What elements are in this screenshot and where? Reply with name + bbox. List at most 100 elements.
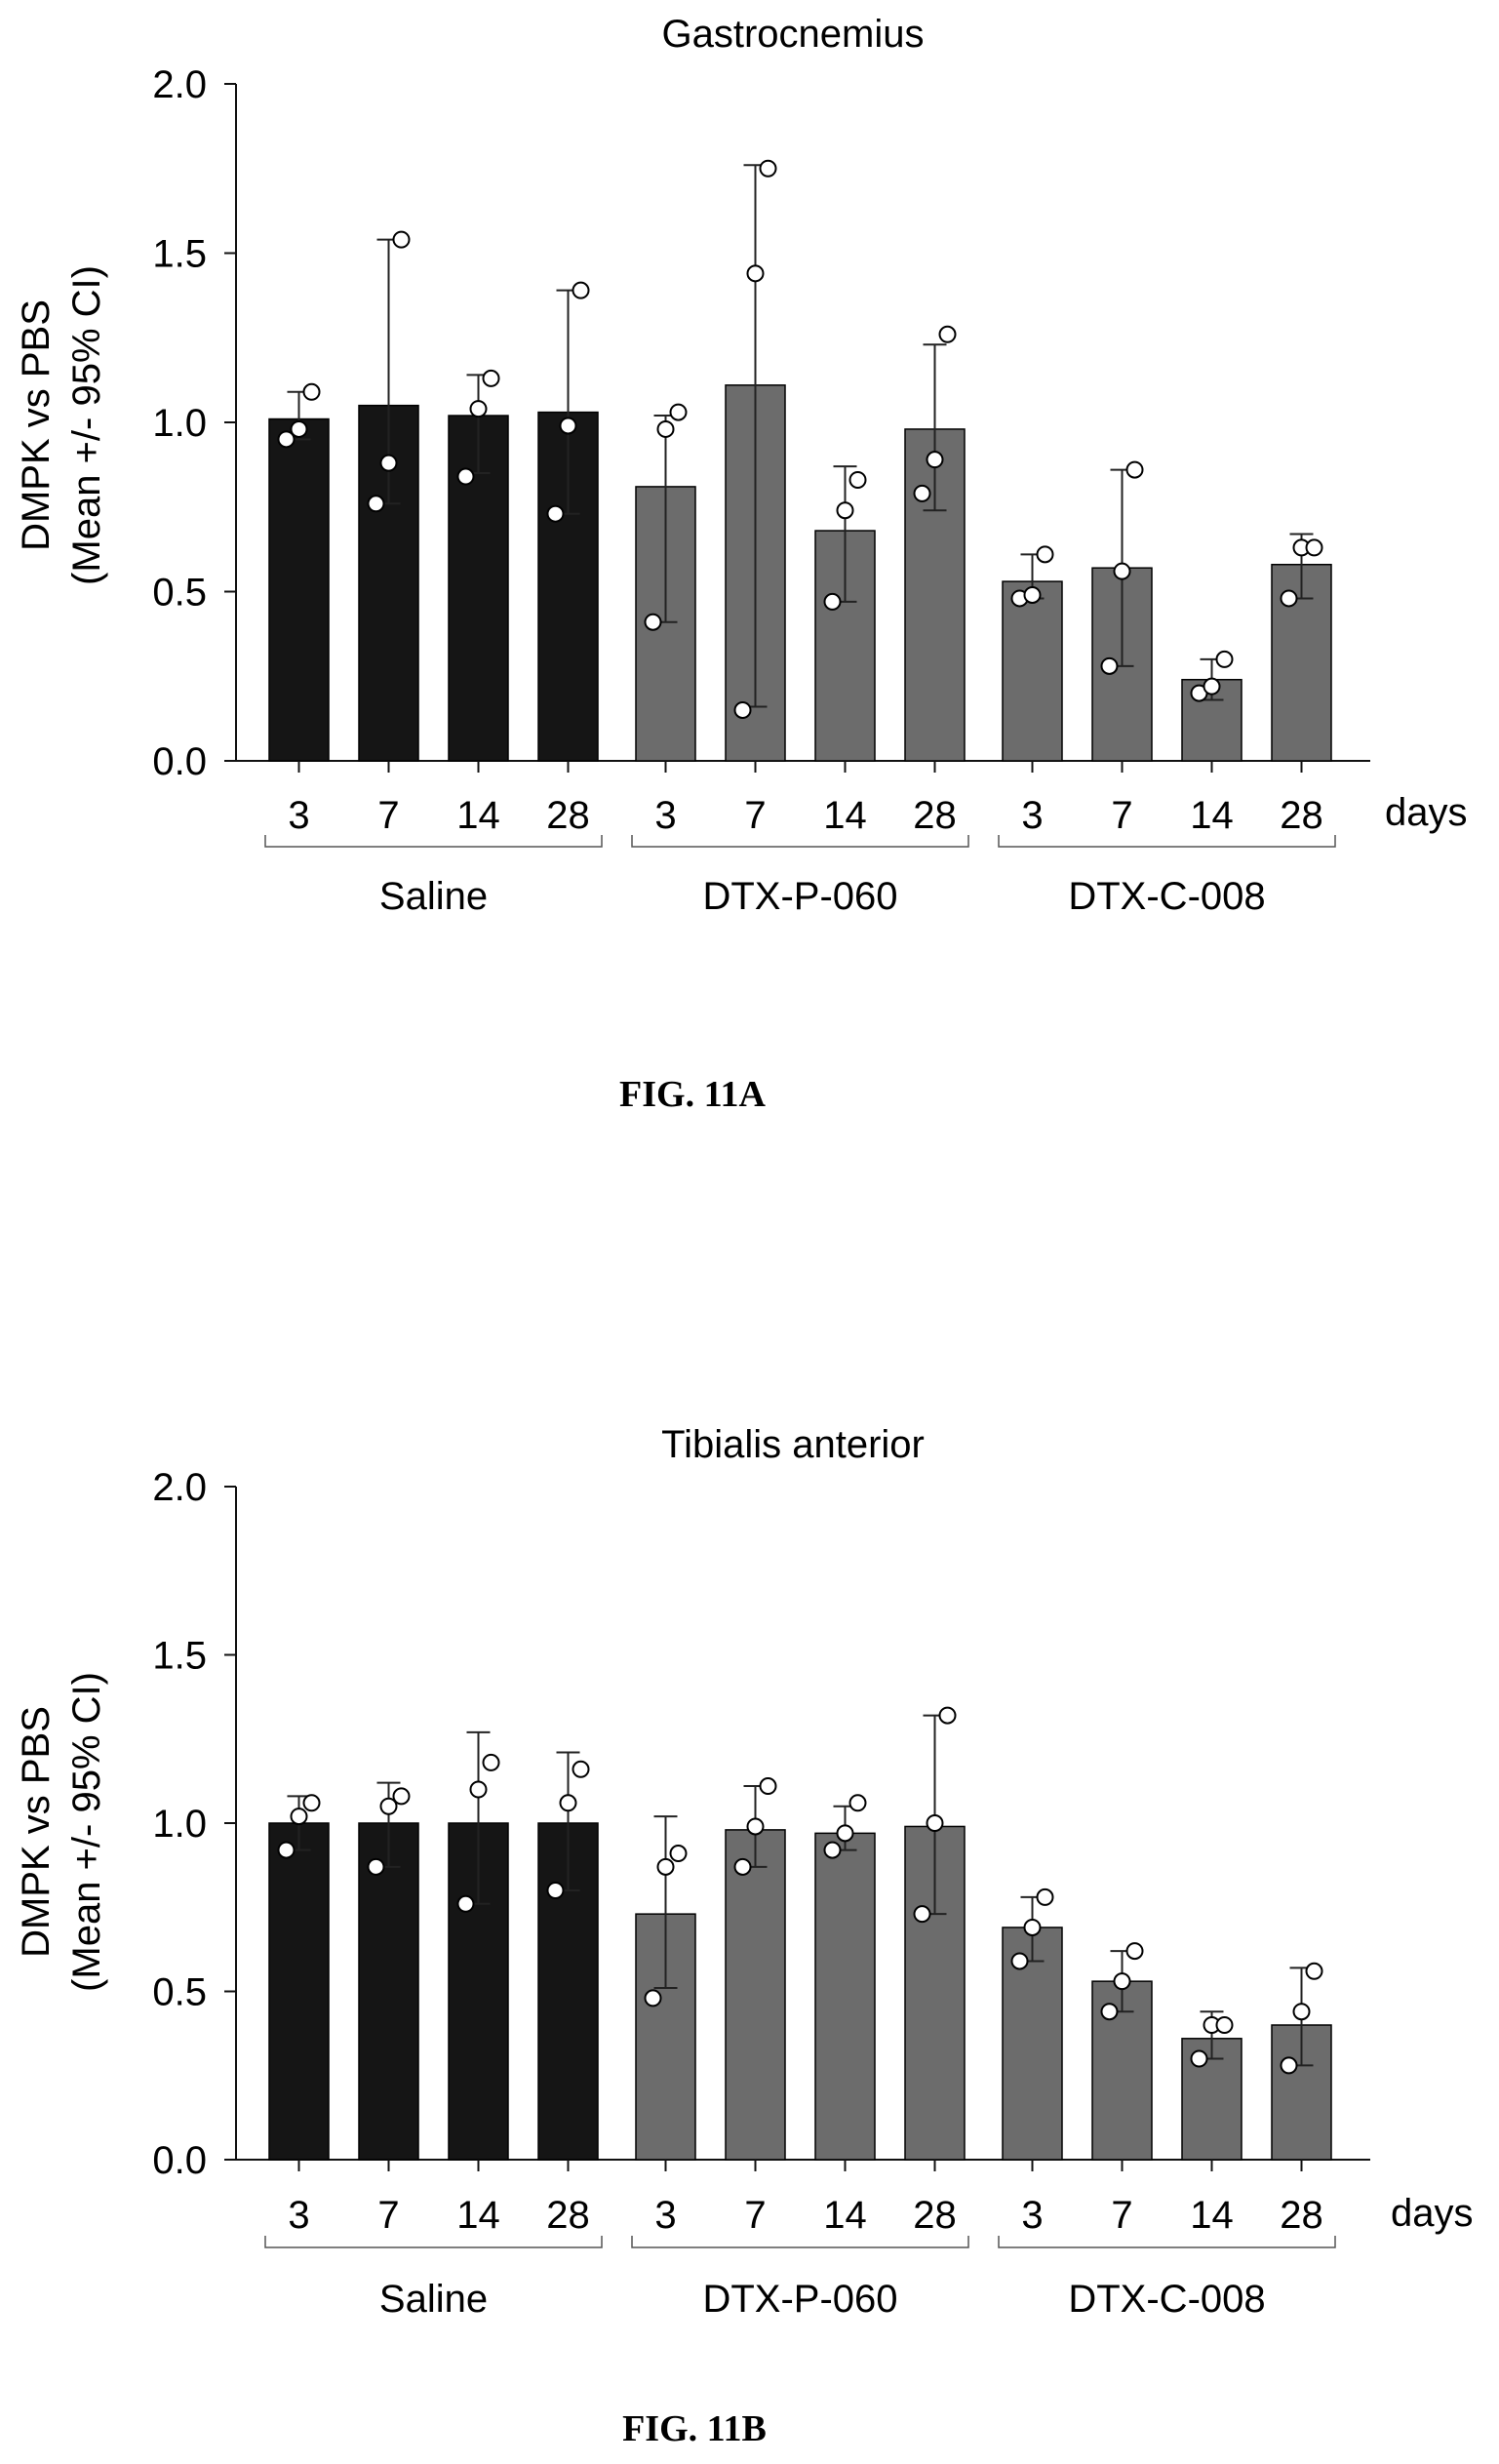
data-point [1215,2016,1234,2034]
bar [814,1832,876,2161]
data-point [1023,1918,1042,1936]
data-point [759,1777,777,1796]
y-axis-label-line2: (Mean +/- 95% CI) [65,265,108,585]
data-point [1292,2003,1311,2021]
x-tick-label: 7 [1111,2194,1132,2237]
data-point [277,430,296,449]
x-tick-label: 28 [913,794,957,837]
x-tick-label: 14 [456,794,500,837]
group-label: DTX-C-008 [1068,875,1265,918]
x-tick-label: 3 [288,2194,309,2237]
data-point [1305,1962,1323,1980]
data-point [644,1989,662,2007]
data-point [546,504,565,523]
y-tick-label: 1.5 [152,233,207,276]
x-tick-label: 3 [654,2194,676,2237]
plot-area: 0.0 0.5 1.0 1.5 2.0 3 7 14 28 3 7 14 28 3 7 14 28 Saline D… [152,63,1370,918]
chart-title: Gastrocnemius [662,13,925,56]
data-point [848,1794,867,1812]
data-point [572,1760,590,1778]
x-tick-label: 3 [1021,2194,1043,2237]
group-label: Saline [379,2278,488,2321]
data-point [926,451,944,469]
chart-title: Tibialis anterior [661,1423,925,1466]
data-point [823,1841,842,1859]
data-point [1113,1972,1131,1991]
data-point [1203,677,1221,695]
data-point [302,1794,321,1812]
data-point [759,159,777,178]
y-tick-label: 1.0 [152,1803,207,1846]
x-tick-label: 7 [377,794,399,837]
x-tick-label: 7 [1111,794,1132,837]
group-bracket [998,2236,1336,2248]
data-point [669,403,688,421]
y-tick-label: 0.0 [152,2139,207,2182]
x-tick-label: 3 [288,794,309,837]
data-point [1113,562,1131,580]
x-tick-label: 14 [1190,2194,1234,2237]
group-label: DTX-C-008 [1068,2278,1265,2321]
data-point [913,1905,931,1924]
data-point [938,325,957,343]
y-tick-label: 1.5 [152,1635,207,1678]
data-point [746,1817,765,1836]
group-bracket [998,835,1336,848]
x-axis-unit-label: days [1391,2192,1474,2235]
data-point [1215,650,1234,668]
data-point [392,1787,411,1806]
data-point [482,1753,500,1771]
group-bracket [631,835,969,848]
data-point [456,467,475,486]
data-point [1125,460,1144,479]
y-tick-label: 0.5 [152,572,207,615]
bar [725,1829,786,2161]
y-axis-label-line1: DMPK vs PBS [15,1706,58,1958]
x-tick-label: 7 [377,2194,399,2237]
panel-fig-11b: Tibialis anterior DMPK vs PBS (Mean +/- … [15,1423,1474,2449]
x-tick-label: 14 [823,2194,867,2237]
panel-fig-11a: Gastrocnemius DMPK vs PBS (Mean +/- 95% … [15,13,1468,1115]
data-point [733,700,752,719]
data-point [367,1857,385,1876]
x-tick-label: 14 [456,2194,500,2237]
data-point [302,382,321,401]
group-bracket [264,835,603,848]
group-label: DTX-P-060 [702,2278,897,2321]
data-point [1100,656,1119,675]
data-point [656,419,675,438]
group-bracket [264,2236,603,2248]
bar [358,1822,419,2161]
figure-caption: FIG. 11A [619,1074,766,1115]
y-tick-label: 0.0 [152,740,207,783]
data-point [392,230,411,249]
data-point [926,1814,944,1832]
data-point [572,281,590,299]
data-point [1100,2003,1119,2021]
bar [1002,580,1063,762]
group-bracket [631,2236,969,2248]
data-point [546,1882,565,1899]
data-point [1036,545,1054,564]
data-point [913,484,931,502]
data-point [848,470,867,489]
data-point [836,1824,854,1843]
data-point [379,454,398,472]
data-point [290,1808,308,1826]
data-point [836,501,854,520]
data-point [559,417,577,435]
data-point [1125,1942,1144,1961]
y-tick-label: 0.5 [152,1971,207,2014]
data-point [367,495,385,513]
x-tick-label: 14 [1190,794,1234,837]
x-tick-label: 14 [823,794,867,837]
data-point [1190,2049,1208,2068]
x-tick-label: 3 [1021,794,1043,837]
data-point [823,592,842,611]
data-point [1305,538,1323,557]
y-tick-label: 2.0 [152,1466,207,1509]
data-point [1036,1888,1054,1906]
x-axis-unit-label: days [1385,791,1468,834]
group-label: Saline [379,875,488,918]
